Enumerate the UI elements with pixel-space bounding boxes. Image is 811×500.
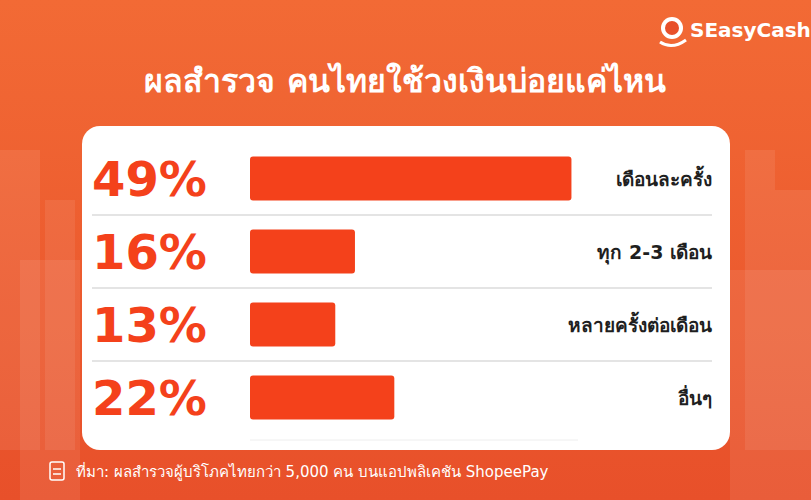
bar — [250, 303, 335, 347]
row-separator — [92, 361, 712, 362]
logo-hand — [660, 40, 686, 46]
row-separator — [92, 215, 712, 216]
bar — [250, 230, 355, 274]
source: ที่มา: ผลสำรวจผู้บริโภคไทยกว่า 5,000 คน … — [76, 461, 549, 481]
bar — [250, 376, 394, 420]
background — [0, 0, 811, 500]
data-label: 13% — [92, 297, 207, 353]
title: ผลสำรวจ คนไทยใช้วงเงินบ่อยแค่ไหน — [144, 62, 665, 100]
source-icon-body — [50, 462, 64, 480]
data-label: 16% — [92, 224, 207, 280]
category-label: หลายครั้งต่อเดือน — [568, 311, 712, 336]
logo-icon-inner — [665, 21, 679, 35]
category-label: เดือนละครั้ง — [616, 165, 712, 190]
row-separator — [92, 288, 712, 289]
logo: SEasyCash — [660, 17, 811, 46]
building-deco — [730, 270, 811, 500]
logo-text: SEasyCash — [690, 18, 811, 42]
source-icon — [50, 462, 64, 480]
x-axis-line — [250, 440, 578, 441]
bars — [250, 157, 571, 420]
building-deco — [20, 260, 80, 500]
chart-root: SEasyCash ผลสำรวจ คนไทยใช้วงเงินบ่อยแค่ไห… — [0, 0, 811, 500]
source-icon-line — [53, 468, 61, 470]
data-label: 49% — [92, 151, 207, 207]
card — [82, 126, 730, 450]
data-label: 22% — [92, 370, 207, 426]
category-label: อื่นๆ — [678, 385, 712, 409]
bar — [250, 157, 571, 201]
logo-icon — [661, 17, 683, 39]
source-icon-line — [53, 473, 61, 475]
category-label: ทุก 2-3 เดือน — [597, 241, 712, 265]
